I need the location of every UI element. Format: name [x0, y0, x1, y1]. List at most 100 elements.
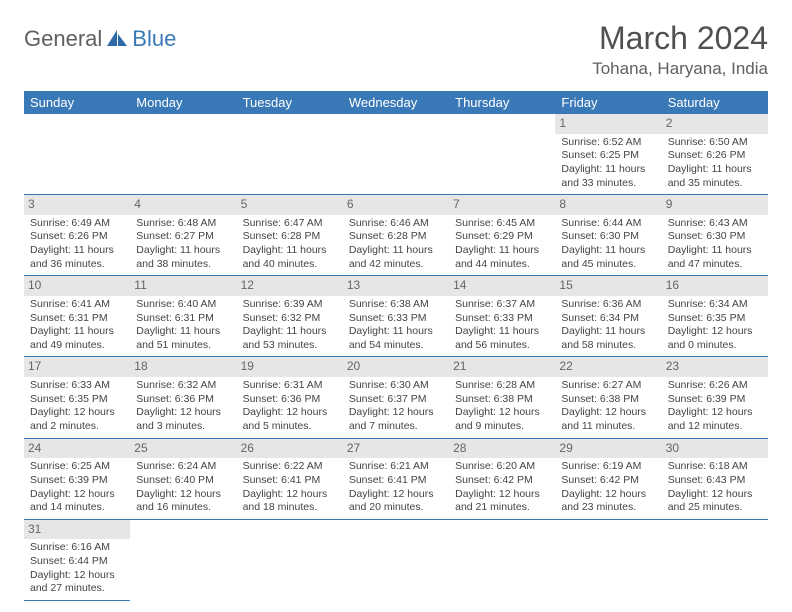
day-cell-28: 28Sunrise: 6:20 AMSunset: 6:42 PMDayligh… — [449, 438, 555, 519]
sunrise-line: Sunrise: 6:31 AM — [243, 379, 337, 393]
sunrise-line: Sunrise: 6:36 AM — [561, 298, 655, 312]
day-info: Sunrise: 6:25 AMSunset: 6:39 PMDaylight:… — [28, 460, 126, 515]
daylight-line: Daylight: 11 hours and 44 minutes. — [455, 244, 549, 271]
day-number: 8 — [555, 195, 661, 215]
sunset-line: Sunset: 6:25 PM — [561, 149, 655, 163]
day-number: 29 — [555, 439, 661, 459]
daylight-line: Daylight: 12 hours and 3 minutes. — [136, 406, 230, 433]
sunrise-line: Sunrise: 6:48 AM — [136, 217, 230, 231]
sunrise-line: Sunrise: 6:16 AM — [30, 541, 124, 555]
calendar-row: 10Sunrise: 6:41 AMSunset: 6:31 PMDayligh… — [24, 276, 768, 357]
day-info: Sunrise: 6:28 AMSunset: 6:38 PMDaylight:… — [453, 379, 551, 434]
sunset-line: Sunset: 6:33 PM — [455, 312, 549, 326]
weekday-tuesday: Tuesday — [237, 91, 343, 114]
day-number: 18 — [130, 357, 236, 377]
sunset-line: Sunset: 6:38 PM — [455, 393, 549, 407]
sunrise-line: Sunrise: 6:34 AM — [668, 298, 762, 312]
weekday-header-row: SundayMondayTuesdayWednesdayThursdayFrid… — [24, 91, 768, 114]
logo-sail-icon — [106, 29, 128, 50]
empty-cell — [237, 114, 343, 195]
day-cell-13: 13Sunrise: 6:38 AMSunset: 6:33 PMDayligh… — [343, 276, 449, 357]
sunset-line: Sunset: 6:38 PM — [561, 393, 655, 407]
sunrise-line: Sunrise: 6:18 AM — [668, 460, 762, 474]
daylight-line: Daylight: 12 hours and 2 minutes. — [30, 406, 124, 433]
sunset-line: Sunset: 6:27 PM — [136, 230, 230, 244]
day-cell-8: 8Sunrise: 6:44 AMSunset: 6:30 PMDaylight… — [555, 195, 661, 276]
daylight-line: Daylight: 12 hours and 12 minutes. — [668, 406, 762, 433]
day-cell-18: 18Sunrise: 6:32 AMSunset: 6:36 PMDayligh… — [130, 357, 236, 438]
daylight-line: Daylight: 11 hours and 33 minutes. — [561, 163, 655, 190]
day-number: 1 — [555, 114, 661, 134]
daylight-line: Daylight: 11 hours and 56 minutes. — [455, 325, 549, 352]
daylight-line: Daylight: 12 hours and 9 minutes. — [455, 406, 549, 433]
sunset-line: Sunset: 6:42 PM — [561, 474, 655, 488]
day-cell-27: 27Sunrise: 6:21 AMSunset: 6:41 PMDayligh… — [343, 438, 449, 519]
day-cell-17: 17Sunrise: 6:33 AMSunset: 6:35 PMDayligh… — [24, 357, 130, 438]
empty-cell — [24, 114, 130, 195]
day-number: 21 — [449, 357, 555, 377]
sunrise-line: Sunrise: 6:38 AM — [349, 298, 443, 312]
day-cell-7: 7Sunrise: 6:45 AMSunset: 6:29 PMDaylight… — [449, 195, 555, 276]
day-cell-21: 21Sunrise: 6:28 AMSunset: 6:38 PMDayligh… — [449, 357, 555, 438]
daylight-line: Daylight: 12 hours and 21 minutes. — [455, 488, 549, 515]
day-cell-5: 5Sunrise: 6:47 AMSunset: 6:28 PMDaylight… — [237, 195, 343, 276]
day-info: Sunrise: 6:37 AMSunset: 6:33 PMDaylight:… — [453, 298, 551, 353]
day-cell-24: 24Sunrise: 6:25 AMSunset: 6:39 PMDayligh… — [24, 438, 130, 519]
day-cell-2: 2Sunrise: 6:50 AMSunset: 6:26 PMDaylight… — [662, 114, 768, 195]
daylight-line: Daylight: 12 hours and 14 minutes. — [30, 488, 124, 515]
sunset-line: Sunset: 6:28 PM — [243, 230, 337, 244]
empty-cell — [130, 114, 236, 195]
day-info: Sunrise: 6:19 AMSunset: 6:42 PMDaylight:… — [559, 460, 657, 515]
calendar-row: 24Sunrise: 6:25 AMSunset: 6:39 PMDayligh… — [24, 438, 768, 519]
sunrise-line: Sunrise: 6:44 AM — [561, 217, 655, 231]
day-number: 7 — [449, 195, 555, 215]
sunrise-line: Sunrise: 6:24 AM — [136, 460, 230, 474]
day-number: 26 — [237, 439, 343, 459]
logo-text-blue: Blue — [132, 26, 176, 52]
day-number: 17 — [24, 357, 130, 377]
day-number: 24 — [24, 439, 130, 459]
day-info: Sunrise: 6:24 AMSunset: 6:40 PMDaylight:… — [134, 460, 232, 515]
day-number: 6 — [343, 195, 449, 215]
daylight-line: Daylight: 12 hours and 20 minutes. — [349, 488, 443, 515]
day-number: 13 — [343, 276, 449, 296]
sunrise-line: Sunrise: 6:52 AM — [561, 136, 655, 150]
day-number: 15 — [555, 276, 661, 296]
header: General Blue March 2024 Tohana, Haryana,… — [24, 20, 768, 79]
daylight-line: Daylight: 11 hours and 36 minutes. — [30, 244, 124, 271]
sunrise-line: Sunrise: 6:21 AM — [349, 460, 443, 474]
weekday-wednesday: Wednesday — [343, 91, 449, 114]
sunrise-line: Sunrise: 6:45 AM — [455, 217, 549, 231]
sunrise-line: Sunrise: 6:27 AM — [561, 379, 655, 393]
daylight-line: Daylight: 12 hours and 27 minutes. — [30, 569, 124, 596]
sunset-line: Sunset: 6:28 PM — [349, 230, 443, 244]
empty-cell — [449, 114, 555, 195]
location: Tohana, Haryana, India — [592, 59, 768, 79]
sunset-line: Sunset: 6:44 PM — [30, 555, 124, 569]
day-cell-4: 4Sunrise: 6:48 AMSunset: 6:27 PMDaylight… — [130, 195, 236, 276]
daylight-line: Daylight: 12 hours and 7 minutes. — [349, 406, 443, 433]
sunrise-line: Sunrise: 6:40 AM — [136, 298, 230, 312]
daylight-line: Daylight: 11 hours and 47 minutes. — [668, 244, 762, 271]
sunrise-line: Sunrise: 6:50 AM — [668, 136, 762, 150]
day-info: Sunrise: 6:30 AMSunset: 6:37 PMDaylight:… — [347, 379, 445, 434]
day-info: Sunrise: 6:21 AMSunset: 6:41 PMDaylight:… — [347, 460, 445, 515]
day-info: Sunrise: 6:18 AMSunset: 6:43 PMDaylight:… — [666, 460, 764, 515]
day-cell-25: 25Sunrise: 6:24 AMSunset: 6:40 PMDayligh… — [130, 438, 236, 519]
sunset-line: Sunset: 6:35 PM — [668, 312, 762, 326]
day-info: Sunrise: 6:41 AMSunset: 6:31 PMDaylight:… — [28, 298, 126, 353]
sunset-line: Sunset: 6:34 PM — [561, 312, 655, 326]
sunrise-line: Sunrise: 6:26 AM — [668, 379, 762, 393]
day-number: 19 — [237, 357, 343, 377]
calendar-row: 1 Sunrise: 6:52 AMSunset: 6:25 PMDaylight… — [24, 114, 768, 195]
day-info: Sunrise: 6:50 AMSunset: 6:26 PMDaylight:… — [666, 136, 764, 191]
day-cell-20: 20Sunrise: 6:30 AMSunset: 6:37 PMDayligh… — [343, 357, 449, 438]
title-block: March 2024 Tohana, Haryana, India — [592, 20, 768, 79]
weekday-thursday: Thursday — [449, 91, 555, 114]
sunset-line: Sunset: 6:31 PM — [136, 312, 230, 326]
day-cell-3: 3Sunrise: 6:49 AMSunset: 6:26 PMDaylight… — [24, 195, 130, 276]
day-number: 22 — [555, 357, 661, 377]
sunset-line: Sunset: 6:33 PM — [349, 312, 443, 326]
calendar-row: 3Sunrise: 6:49 AMSunset: 6:26 PMDaylight… — [24, 195, 768, 276]
weekday-sunday: Sunday — [24, 91, 130, 114]
